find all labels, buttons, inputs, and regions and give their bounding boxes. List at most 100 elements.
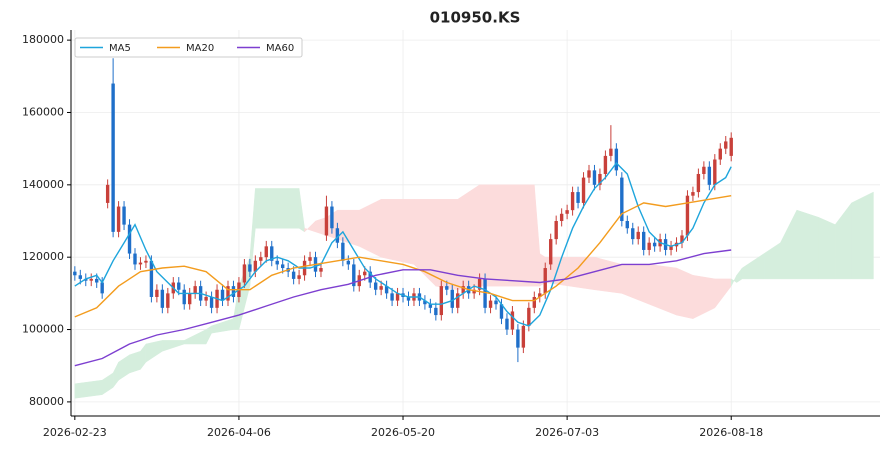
candle-body <box>532 296 536 308</box>
cloud-segment <box>534 184 541 287</box>
candle-body <box>680 235 684 243</box>
candle-body <box>144 260 148 263</box>
candle-body <box>527 307 531 326</box>
candle-body <box>116 206 121 232</box>
candle-body <box>538 293 542 297</box>
cloud-segment <box>298 188 305 233</box>
ma-line <box>74 162 732 327</box>
candle-body <box>576 192 580 203</box>
candle-body <box>188 293 192 305</box>
cloud-segment <box>112 361 119 389</box>
candle-body <box>264 246 268 258</box>
candle-body <box>516 329 520 348</box>
candle-body <box>209 296 214 308</box>
legend-box <box>74 37 303 58</box>
candle-body <box>291 271 296 279</box>
cloud-segment <box>145 340 163 363</box>
candle-body <box>702 166 706 174</box>
cloud-segment <box>648 264 677 316</box>
x-tick-label: 2026-07-03 <box>535 426 599 439</box>
candle-body <box>549 239 553 265</box>
candle-body <box>472 289 476 294</box>
candle-body <box>718 148 722 160</box>
candle-body <box>133 253 137 265</box>
candle-body <box>652 242 657 247</box>
candle-body <box>275 260 279 265</box>
candle-body <box>73 271 77 276</box>
cloud-segment <box>74 379 103 399</box>
cloud-segment <box>348 209 360 247</box>
chart-title: 010950.KS <box>430 9 521 27</box>
candle-body <box>614 148 619 171</box>
candle-body <box>581 177 586 203</box>
cloud-segment <box>457 184 480 291</box>
x-tick-label: 2026-04-06 <box>207 426 271 439</box>
candle-body <box>565 210 569 214</box>
cloud-segment <box>736 267 743 283</box>
candle-body <box>242 264 247 283</box>
candle-body <box>84 278 88 281</box>
candle-body <box>280 264 285 269</box>
candle-body <box>554 221 558 240</box>
cloud-segment <box>183 329 207 345</box>
legend-label: MA20 <box>186 43 214 54</box>
candle-body <box>592 170 597 185</box>
candle-body <box>226 286 230 301</box>
cloud-segment <box>304 220 316 233</box>
candle-body <box>434 307 438 316</box>
candle-body <box>390 293 394 301</box>
candle-body <box>253 260 258 272</box>
cloud-segment <box>730 275 737 287</box>
candle-body <box>669 246 673 250</box>
y-tick-label: 160000 <box>22 105 64 118</box>
candle-body <box>204 296 208 301</box>
candle-body <box>494 300 498 305</box>
candle-body <box>297 275 301 279</box>
legend-label: MA60 <box>266 43 294 54</box>
cloud-segment <box>818 217 836 280</box>
y-tick-label: 80000 <box>29 395 64 408</box>
candle-body <box>406 296 411 301</box>
candle-body <box>259 257 263 261</box>
candle-body <box>395 293 400 301</box>
candle-body <box>543 268 547 294</box>
cloud-segment <box>692 274 716 320</box>
candle-body <box>691 192 695 196</box>
candle-body <box>78 275 82 279</box>
candle-body <box>248 264 252 272</box>
cloud-segment <box>140 343 147 371</box>
cloud-segment <box>714 278 732 309</box>
candle-body <box>138 262 143 265</box>
candle-body <box>231 286 236 297</box>
candle-body <box>625 221 629 229</box>
candle-body <box>598 173 602 185</box>
cloud-segment <box>851 191 874 280</box>
cloud-segment <box>621 264 650 305</box>
candle-body <box>319 268 323 272</box>
candle-body <box>428 304 433 308</box>
candle-body <box>570 192 575 211</box>
candle-body <box>445 286 449 290</box>
cloud-segment <box>413 199 437 287</box>
ma-line <box>74 195 732 318</box>
cloud-segment <box>101 372 114 396</box>
cloud-segment <box>380 199 415 265</box>
cloud-segment <box>676 267 694 319</box>
candle-body <box>609 148 613 156</box>
candle-body <box>127 224 132 254</box>
candle-body <box>193 286 197 294</box>
candle-body <box>696 173 701 193</box>
candle-body <box>89 278 93 281</box>
candle-body <box>521 325 526 348</box>
candle-body <box>111 83 115 232</box>
y-tick-label: 180000 <box>22 33 64 46</box>
candle-body <box>642 231 646 250</box>
cloud-segment <box>796 209 819 280</box>
candle-body <box>346 260 351 265</box>
candle-body <box>707 166 712 185</box>
candle-body <box>182 289 186 305</box>
candle-body <box>456 293 460 308</box>
candle-body <box>713 159 717 185</box>
candle-body <box>160 289 165 308</box>
